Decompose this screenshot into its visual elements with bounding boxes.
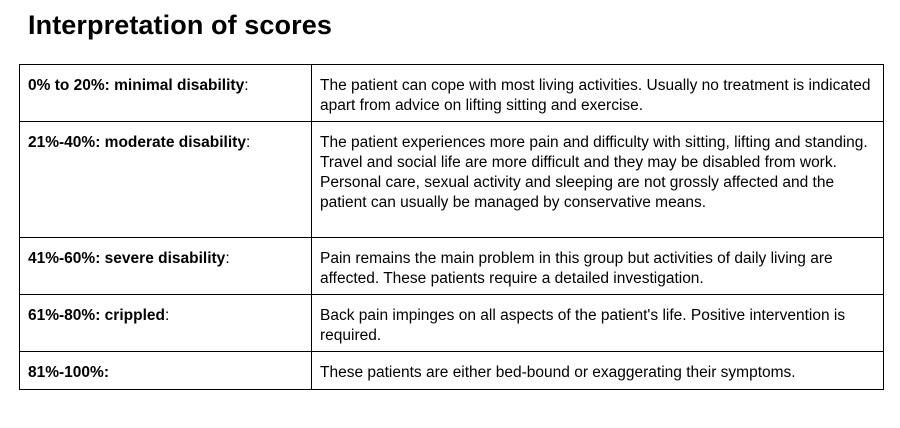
score-description: Pain remains the main problem in this gr… [311,237,884,295]
score-range-label: 81%-100%: [28,364,109,381]
page-title: Interpretation of scores [28,10,332,40]
score-range-suffix: : [245,134,251,151]
score-range-cell: 81%-100%: [19,351,312,390]
score-range-cell: 61%-80%: crippled: [19,294,312,352]
score-description: The patient experiences more pain and di… [311,121,884,238]
score-description: Back pain impinges on all aspects of the… [311,294,884,352]
score-range-suffix: : [164,307,170,324]
score-description: The patient can cope with most living ac… [311,64,884,122]
score-description: These patients are either bed-bound or e… [311,351,884,390]
score-range-cell: 21%-40%: moderate disability: [19,121,312,238]
score-range-label: 0% to 20%: minimal disability [28,77,245,94]
score-range-label: 61%-80%: crippled [28,307,165,324]
score-range-cell: 41%-60%: severe disability: [19,237,312,295]
table-row: 21%-40%: moderate disability: The patien… [19,121,884,238]
table-row: 41%-60%: severe disability: Pain remains… [19,237,884,295]
table-row: 81%-100%: These patients are either bed-… [19,351,884,390]
table-row: 61%-80%: crippled: Back pain impinges on… [19,294,884,352]
score-range-label: 41%-60%: severe disability [28,250,226,267]
score-range-suffix: : [244,77,249,94]
scores-table: 0% to 20%: minimal disability: The patie… [19,64,884,390]
table-row: 0% to 20%: minimal disability: The patie… [19,64,884,122]
score-range-suffix: : [225,250,230,267]
score-range-label: 21%-40%: moderate disability [28,134,246,151]
score-range-cell: 0% to 20%: minimal disability: [19,64,312,122]
